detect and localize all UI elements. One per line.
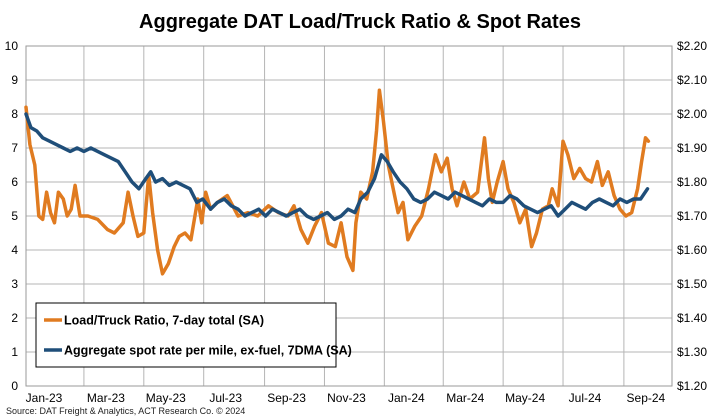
x-tick-label: Jan-23	[26, 391, 63, 405]
x-axis: Jan-23 Mar-23 May-23 Jul-23 Sep-23 Nov-23 Jan-…	[26, 391, 666, 405]
right-y-tick-label: $1.80	[677, 175, 707, 189]
x-tick-label: Jul-23	[209, 391, 242, 405]
x-tick-label: Mar-24	[446, 391, 484, 405]
left-y-axis: 0 1 2 3 4 5 6 7 8 9 10	[5, 39, 19, 393]
right-y-axis: $1.20 $1.30 $1.40 $1.50 $1.60 $1.70 $1.80 $1.90…	[677, 39, 707, 393]
right-y-tick-label: $1.60	[677, 243, 707, 257]
right-y-tick-label: $2.20	[677, 39, 707, 53]
right-y-tick-label: $1.40	[677, 311, 707, 325]
x-tick-label: Sep-23	[267, 391, 306, 405]
left-y-tick-label: 10	[5, 39, 19, 53]
left-y-tick-label: 3	[11, 277, 18, 291]
x-tick-label: Sep-24	[627, 391, 666, 405]
right-y-tick-label: $2.10	[677, 73, 707, 87]
left-y-tick-label: 6	[11, 175, 18, 189]
x-tick-label: Jan-24	[388, 391, 425, 405]
left-y-tick-label: 9	[11, 73, 18, 87]
legend-label-spot-rate: Aggregate spot rate per mile, ex-fuel, 7…	[64, 344, 352, 358]
right-y-tick-label: $1.20	[677, 379, 707, 393]
right-y-tick-label: $1.50	[677, 277, 707, 291]
load-truck-ratio-line	[24, 88, 651, 276]
plot-area-frame	[25, 45, 673, 387]
x-tick-label: Nov-23	[327, 391, 366, 405]
legend-box	[35, 302, 337, 368]
right-y-tick-label: $1.90	[677, 141, 707, 155]
right-y-tick-label: $1.30	[677, 345, 707, 359]
spot-rate-line	[24, 112, 650, 222]
x-tick-label: May-24	[505, 391, 545, 405]
legend-label-load-truck-ratio: Load/Truck Ratio, 7-day total (SA)	[64, 314, 264, 328]
left-y-tick-label: 5	[11, 209, 18, 223]
right-y-tick-label: $2.00	[677, 107, 707, 121]
left-y-tick-label: 2	[11, 311, 18, 325]
chart-title: Aggregate DAT Load/Truck Ratio & Spot Ra…	[139, 11, 581, 33]
right-y-tick-label: $1.70	[677, 209, 707, 223]
x-tick-label: Jul-24	[569, 391, 602, 405]
series-lines	[24, 88, 651, 276]
x-tick-label: Mar-23	[87, 391, 125, 405]
source-note: Source: DAT Freight & Analytics, ACT Res…	[6, 406, 245, 416]
legend: Load/Truck Ratio, 7-day total (SA) Aggre…	[35, 302, 352, 368]
left-y-tick-label: 4	[11, 243, 18, 257]
left-y-tick-label: 7	[11, 141, 18, 155]
x-tick-label: May-23	[146, 391, 186, 405]
left-y-tick-label: 0	[11, 379, 18, 393]
left-y-tick-label: 8	[11, 107, 18, 121]
left-y-tick-label: 1	[11, 345, 18, 359]
